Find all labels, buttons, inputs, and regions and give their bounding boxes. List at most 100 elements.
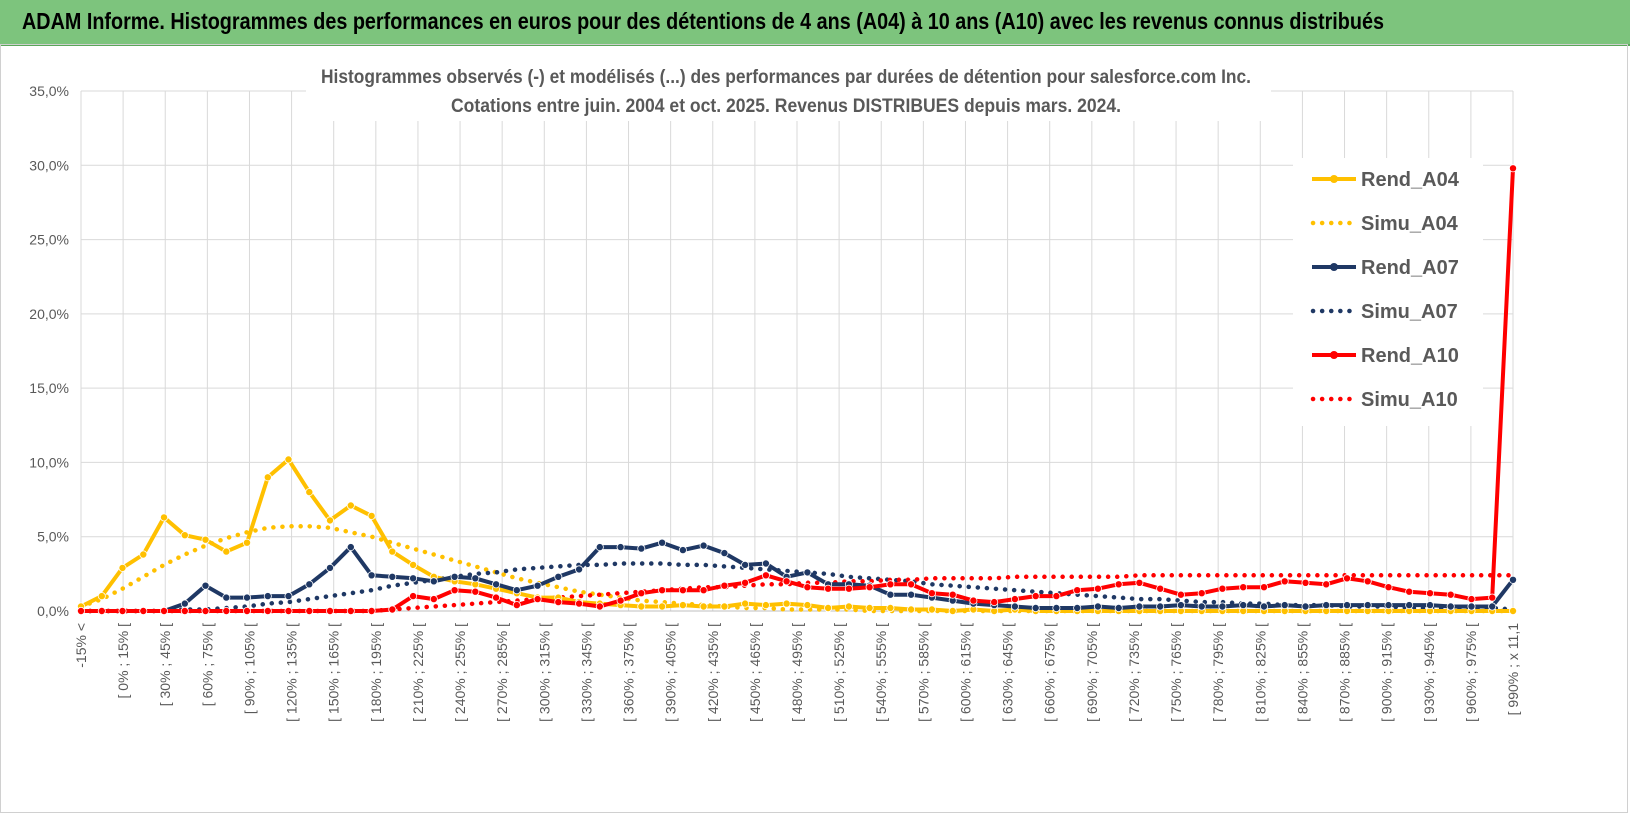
legend-label: Rend_A04 bbox=[1361, 169, 1460, 191]
data-point bbox=[720, 581, 729, 590]
data-point bbox=[492, 580, 501, 589]
data-point bbox=[1031, 592, 1040, 601]
data-point bbox=[388, 572, 397, 581]
data-point bbox=[263, 592, 272, 601]
x-tick-label: [ 720% ; 735% [ bbox=[1126, 623, 1142, 722]
data-point bbox=[1010, 595, 1019, 604]
data-point bbox=[1197, 602, 1206, 611]
data-point bbox=[118, 563, 127, 572]
data-point bbox=[1467, 602, 1476, 611]
data-point bbox=[1260, 602, 1269, 611]
x-tick-label: [ 0% ; 15% [ bbox=[115, 623, 131, 699]
x-tick-label: [ 540% ; 555% [ bbox=[873, 623, 889, 722]
data-point bbox=[1218, 584, 1227, 593]
x-tick-label: [ 120% ; 135% [ bbox=[284, 623, 300, 722]
chart-title: Histogrammes observés (-) et modélisés (… bbox=[321, 67, 1251, 88]
data-point bbox=[1301, 602, 1310, 611]
data-point bbox=[1322, 580, 1331, 589]
legend-background bbox=[1293, 158, 1483, 426]
legend: Rend_A04 Simu_A04 Rend_A07 Simu_A07 Rend_A10… bbox=[1293, 158, 1483, 426]
data-point bbox=[1509, 164, 1518, 173]
data-point bbox=[865, 583, 874, 592]
data-point bbox=[782, 599, 791, 608]
data-point bbox=[388, 547, 397, 556]
data-point bbox=[1363, 601, 1372, 610]
data-point bbox=[305, 607, 314, 616]
x-tick-label: [ 630% ; 645% [ bbox=[1000, 623, 1016, 722]
legend-item-simu_a10: Simu_A10 bbox=[1310, 389, 1458, 411]
data-point bbox=[678, 586, 687, 595]
legend-item-rend_a07: Rend_A07 bbox=[1312, 257, 1459, 279]
y-tick-label: 35,0% bbox=[29, 83, 69, 99]
y-tick-label: 15,0% bbox=[29, 380, 69, 396]
data-point bbox=[409, 574, 418, 583]
data-point bbox=[201, 535, 210, 544]
data-point bbox=[429, 577, 438, 586]
data-point bbox=[865, 604, 874, 613]
x-tick-label: [ 330% ; 345% [ bbox=[578, 623, 594, 722]
x-tick-label: [ 780% ; 795% [ bbox=[1210, 623, 1226, 722]
data-point bbox=[139, 550, 148, 559]
data-point bbox=[761, 559, 770, 568]
data-point bbox=[450, 586, 459, 595]
data-point bbox=[346, 607, 355, 616]
data-point bbox=[1426, 589, 1435, 598]
data-point bbox=[803, 568, 812, 577]
data-point bbox=[409, 592, 418, 601]
y-tick-label: 10,0% bbox=[29, 454, 69, 470]
data-point bbox=[1052, 592, 1061, 601]
data-point bbox=[1176, 601, 1185, 610]
data-point bbox=[637, 544, 646, 553]
data-point bbox=[118, 607, 127, 616]
legend-item-rend_a10: Rend_A10 bbox=[1312, 345, 1459, 367]
data-point bbox=[471, 574, 480, 583]
data-point bbox=[803, 583, 812, 592]
data-point bbox=[948, 590, 957, 599]
data-point bbox=[263, 607, 272, 616]
data-point bbox=[77, 607, 86, 616]
title-background bbox=[306, 59, 1271, 121]
data-point bbox=[180, 607, 189, 616]
legend-item-simu_a07: Simu_A07 bbox=[1310, 301, 1458, 323]
x-tick-label: [ 180% ; 195% [ bbox=[368, 623, 384, 722]
data-point bbox=[1114, 580, 1123, 589]
x-tick-label: [ 60% ; 75% [ bbox=[199, 623, 215, 706]
data-point bbox=[658, 586, 667, 595]
y-tick-label: 5,0% bbox=[37, 529, 69, 545]
series-rend_a10 bbox=[77, 164, 1518, 616]
data-point bbox=[1488, 593, 1497, 602]
data-point bbox=[575, 565, 584, 574]
data-point bbox=[907, 580, 916, 589]
data-point bbox=[1052, 604, 1061, 613]
x-tick-label: [ 420% ; 435% [ bbox=[705, 623, 721, 722]
legend-marker bbox=[1330, 175, 1338, 183]
data-point bbox=[824, 584, 833, 593]
data-point bbox=[886, 580, 895, 589]
legend-label: Rend_A07 bbox=[1361, 257, 1459, 279]
x-tick-label: [ 30% ; 45% [ bbox=[157, 623, 173, 706]
data-point bbox=[1322, 601, 1331, 610]
data-point bbox=[1280, 577, 1289, 586]
data-point bbox=[222, 607, 231, 616]
page-title: ADAM Informe. Histogrammes des performan… bbox=[22, 8, 1384, 34]
data-point bbox=[1384, 583, 1393, 592]
data-point bbox=[222, 593, 231, 602]
data-point bbox=[761, 571, 770, 580]
data-point bbox=[325, 563, 334, 572]
y-tick-label: 20,0% bbox=[29, 306, 69, 322]
data-point bbox=[1176, 590, 1185, 599]
y-tick-label: 0,0% bbox=[37, 603, 69, 619]
data-point bbox=[159, 607, 168, 616]
series-line bbox=[78, 561, 1516, 614]
data-point bbox=[699, 541, 708, 550]
data-point bbox=[678, 601, 687, 610]
data-point bbox=[1010, 602, 1019, 611]
data-point bbox=[222, 547, 231, 556]
data-point bbox=[97, 592, 106, 601]
data-point bbox=[305, 580, 314, 589]
data-point bbox=[1509, 575, 1518, 584]
data-point bbox=[97, 607, 106, 616]
data-point bbox=[616, 596, 625, 605]
data-point bbox=[346, 543, 355, 552]
data-point bbox=[284, 455, 293, 464]
